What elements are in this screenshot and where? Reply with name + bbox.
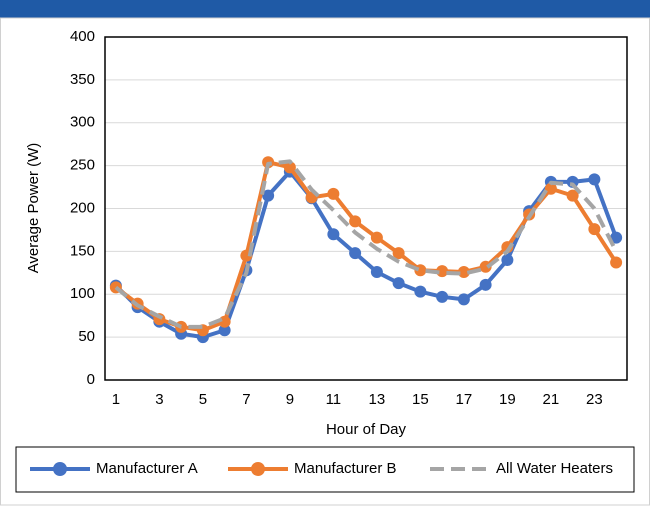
y-tick-label: 50 [78,328,95,345]
point [610,256,623,269]
y-tick-label: 150 [70,242,95,259]
y-tick-label: 250 [70,157,95,174]
point [392,277,405,290]
point [501,253,514,266]
point [218,324,231,337]
series-line [114,160,618,333]
x-tick-label: 7 [242,391,250,408]
point [370,231,383,244]
x-tick-label: 17 [456,391,473,408]
point [327,187,340,200]
legend-label: Manufacturer A [96,460,198,477]
legend-marker [53,462,67,476]
x-tick-label: 13 [369,391,386,408]
x-axis-title: Hour of Day [326,421,407,438]
x-tick-label: 1 [112,391,120,408]
legend-marker [251,462,265,476]
x-tick-label: 3 [155,391,163,408]
point [544,182,557,195]
point [479,278,492,291]
x-tick-label: 9 [286,391,294,408]
point [349,215,362,228]
point [414,285,427,298]
x-tick-label: 23 [586,391,603,408]
point [610,231,623,244]
y-tick-label: 350 [70,71,95,88]
point [588,173,601,186]
header-bar [0,0,650,18]
x-tick-label: 15 [412,391,429,408]
plot-border [104,36,628,381]
x-tick-label: 21 [543,391,560,408]
series-line [114,159,618,329]
point [457,293,470,306]
y-tick-label: 200 [70,199,95,216]
y-tick-label: 300 [70,114,95,131]
point [436,290,449,303]
point [262,189,275,202]
legend-label: All Water Heaters [496,460,613,477]
point [457,265,470,278]
y-tick-label: 400 [70,28,95,45]
y-axis-title: Average Power (W) [25,143,42,274]
point [392,247,405,260]
point [283,161,296,174]
point [327,228,340,241]
point [588,223,601,236]
point [349,247,362,260]
x-tick-label: 11 [326,391,342,408]
x-tick-label: 5 [199,391,207,408]
y-tick-label: 0 [87,371,95,388]
x-tick-label: 19 [499,391,516,408]
point [566,189,579,202]
legend-box [15,446,635,493]
point [370,265,383,278]
y-tick-label: 100 [70,285,95,302]
legend-label: Manufacturer B [294,460,397,477]
